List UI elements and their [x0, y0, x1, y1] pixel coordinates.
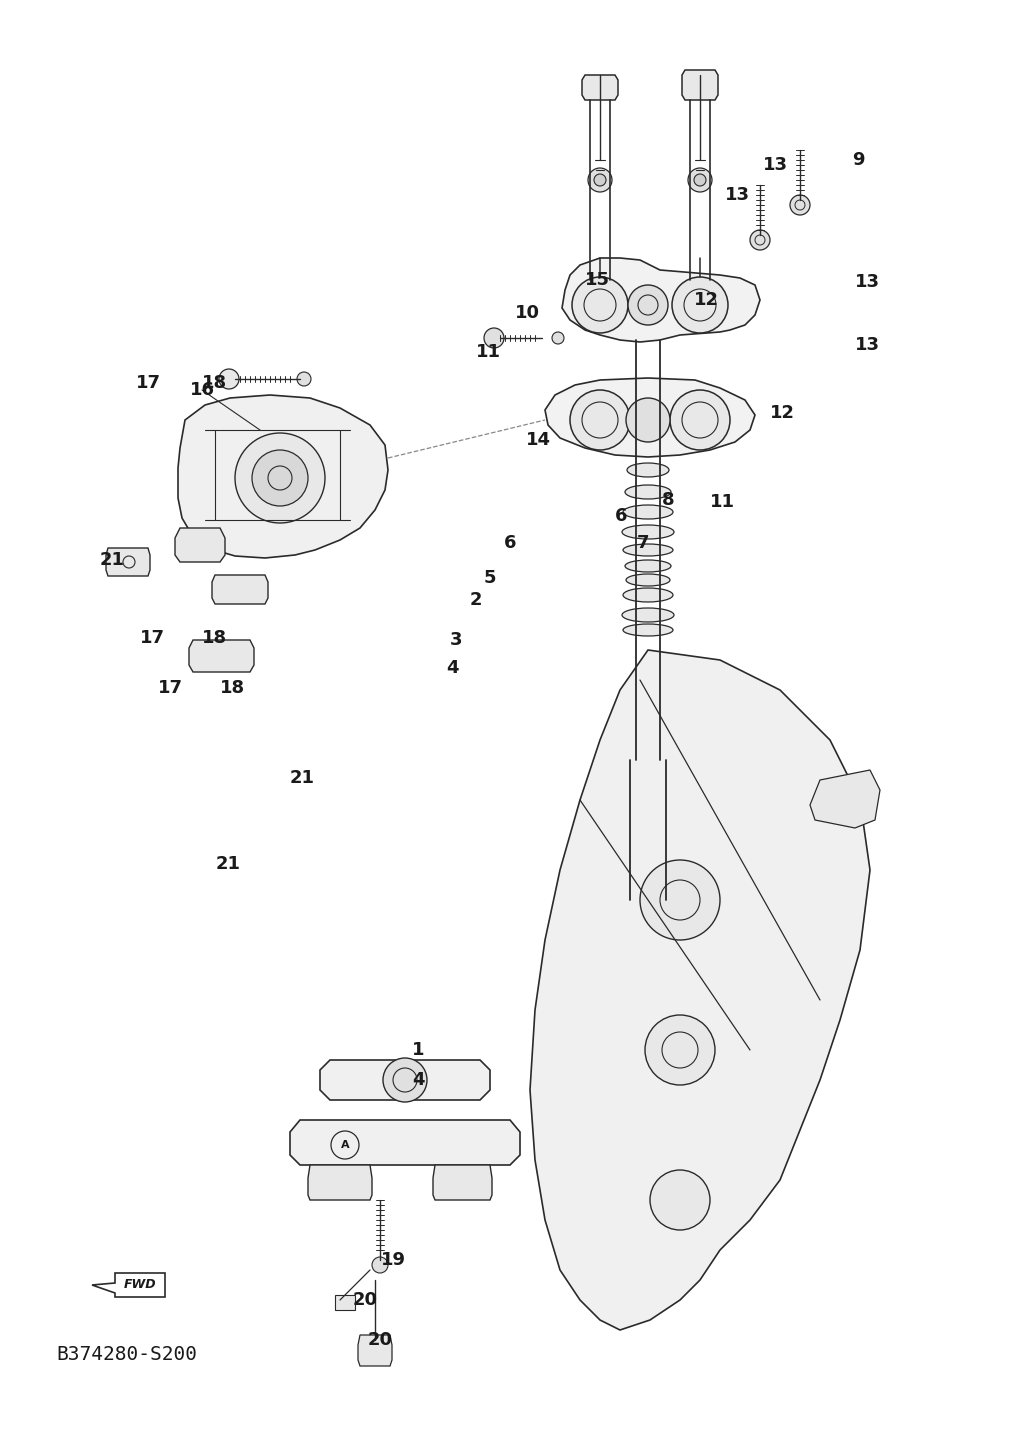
Circle shape	[626, 398, 670, 442]
Text: 4: 4	[412, 1072, 424, 1089]
Polygon shape	[562, 257, 760, 342]
Circle shape	[219, 369, 239, 390]
Text: 13: 13	[854, 273, 880, 291]
Text: A: A	[341, 1140, 349, 1150]
Polygon shape	[582, 76, 618, 100]
Polygon shape	[290, 1120, 520, 1165]
Text: 3: 3	[450, 631, 462, 648]
Text: 2: 2	[470, 590, 482, 609]
Circle shape	[640, 859, 720, 939]
Text: 13: 13	[725, 186, 750, 204]
Text: 12: 12	[769, 404, 795, 422]
Ellipse shape	[615, 752, 681, 768]
Text: 17: 17	[158, 679, 182, 696]
Circle shape	[790, 195, 810, 215]
Text: 13: 13	[763, 156, 787, 174]
Text: 17: 17	[139, 630, 165, 647]
Polygon shape	[175, 528, 225, 563]
Text: 5: 5	[483, 569, 497, 587]
Text: 18: 18	[202, 630, 226, 647]
Circle shape	[688, 169, 712, 192]
Ellipse shape	[627, 462, 669, 477]
Text: 18: 18	[219, 679, 245, 696]
Text: 14: 14	[525, 430, 551, 449]
Ellipse shape	[622, 525, 674, 539]
Text: 1: 1	[412, 1041, 424, 1059]
Circle shape	[484, 329, 504, 348]
Text: 6: 6	[614, 507, 628, 525]
Polygon shape	[810, 771, 880, 827]
Circle shape	[252, 449, 308, 506]
Ellipse shape	[625, 560, 671, 571]
Circle shape	[650, 1170, 710, 1230]
Text: 12: 12	[693, 291, 719, 310]
Text: 15: 15	[585, 270, 609, 289]
Text: 18: 18	[202, 374, 226, 393]
Circle shape	[572, 278, 628, 333]
Ellipse shape	[615, 776, 681, 792]
Circle shape	[628, 285, 668, 326]
Polygon shape	[682, 70, 718, 100]
Text: 16: 16	[189, 381, 214, 398]
Ellipse shape	[626, 574, 670, 586]
Circle shape	[594, 174, 606, 186]
Polygon shape	[189, 640, 254, 672]
Text: 20: 20	[368, 1330, 392, 1349]
Polygon shape	[335, 1296, 355, 1310]
Text: 10: 10	[514, 304, 540, 321]
Text: 19: 19	[381, 1250, 406, 1269]
Text: 11: 11	[475, 343, 501, 361]
Text: 8: 8	[662, 491, 675, 509]
Circle shape	[750, 230, 770, 250]
Polygon shape	[433, 1165, 492, 1200]
Polygon shape	[358, 1335, 392, 1365]
Circle shape	[570, 390, 630, 449]
Polygon shape	[106, 548, 150, 576]
Ellipse shape	[615, 765, 681, 781]
Ellipse shape	[625, 486, 671, 499]
Text: 7: 7	[637, 534, 649, 553]
Ellipse shape	[623, 624, 673, 635]
Text: 13: 13	[854, 336, 880, 353]
Polygon shape	[319, 1060, 490, 1101]
Circle shape	[588, 169, 612, 192]
Text: B374280-S200: B374280-S200	[56, 1345, 198, 1364]
Ellipse shape	[623, 505, 673, 519]
Ellipse shape	[622, 608, 674, 622]
Text: 20: 20	[352, 1291, 378, 1309]
Polygon shape	[530, 650, 870, 1330]
Circle shape	[297, 372, 311, 385]
Ellipse shape	[623, 587, 673, 602]
Circle shape	[694, 174, 706, 186]
Polygon shape	[308, 1165, 372, 1200]
Polygon shape	[545, 378, 755, 457]
Polygon shape	[178, 395, 388, 558]
Polygon shape	[92, 1274, 165, 1297]
Text: 21: 21	[99, 551, 125, 569]
Text: 21: 21	[290, 769, 314, 787]
Ellipse shape	[623, 544, 673, 555]
Text: 11: 11	[710, 493, 734, 510]
Text: FWD: FWD	[124, 1278, 157, 1291]
Circle shape	[234, 433, 325, 523]
Circle shape	[383, 1059, 427, 1102]
Circle shape	[645, 1015, 715, 1085]
Polygon shape	[212, 574, 268, 603]
Text: 9: 9	[852, 151, 864, 169]
Text: 17: 17	[135, 374, 161, 393]
Text: 21: 21	[215, 855, 241, 872]
Circle shape	[552, 332, 564, 345]
Circle shape	[670, 390, 730, 449]
Text: 6: 6	[504, 534, 516, 553]
Circle shape	[372, 1258, 388, 1274]
Text: 4: 4	[445, 659, 459, 678]
Polygon shape	[596, 900, 700, 945]
Circle shape	[672, 278, 728, 333]
